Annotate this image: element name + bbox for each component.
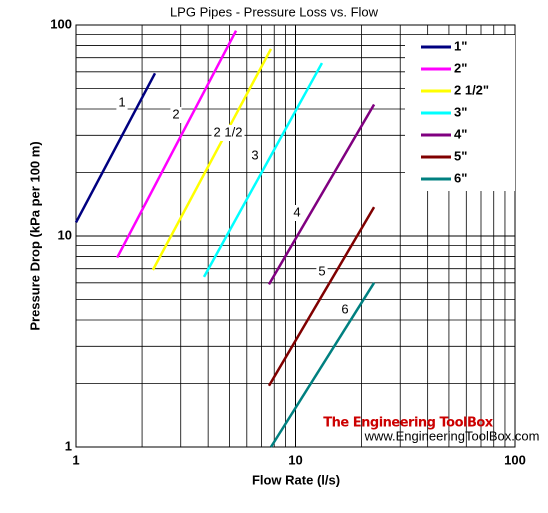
series-line — [74, 72, 157, 223]
y-tick-label: 100 — [50, 16, 72, 31]
legend-label: 5" — [454, 148, 467, 163]
y-tick-label: 1 — [65, 438, 72, 453]
x-tick-label: 1 — [72, 452, 79, 467]
line-label: 3 — [251, 147, 258, 162]
series-line — [267, 103, 376, 285]
line-label-bg — [249, 148, 261, 164]
legend-label: 1" — [454, 38, 467, 53]
line-label-bg — [170, 107, 182, 123]
x-tick-label: 100 — [504, 452, 526, 467]
line-label: 5 — [318, 263, 325, 278]
line-label: 2 1/2 — [214, 124, 243, 139]
y-axis-label: Pressure Drop (kPa per 100 m) — [27, 141, 42, 330]
legend-label: 4" — [454, 126, 467, 141]
legend-label: 2 1/2" — [454, 82, 489, 97]
legend-label: 2" — [454, 60, 467, 75]
line-label: 6 — [341, 301, 348, 316]
line-label: 1 — [118, 94, 125, 109]
x-tick-label: 10 — [288, 452, 302, 467]
legend-label: 3" — [454, 104, 467, 119]
series-line — [116, 30, 238, 259]
line-label-bg — [116, 95, 128, 111]
series-line — [202, 62, 324, 278]
y-tick-label: 10 — [58, 227, 72, 242]
x-axis-label: Flow Rate (l/s) — [252, 472, 340, 487]
series-line — [267, 206, 376, 387]
line-label: 4 — [293, 204, 300, 219]
line-label-bg — [339, 302, 351, 318]
series-line — [151, 48, 273, 271]
plot-border — [75, 24, 516, 448]
line-label: 2 — [172, 106, 179, 121]
line-label-bg — [316, 264, 328, 280]
chart-title: LPG Pipes - Pressure Loss vs. Flow — [170, 4, 379, 19]
watermark-title: The Engineering ToolBox — [323, 416, 494, 431]
watermark-url: www.EngineeringToolBox.com — [364, 428, 540, 443]
line-label-bg — [211, 125, 245, 141]
series-line — [269, 282, 376, 448]
line-label-bg — [291, 205, 303, 221]
legend-label: 6" — [454, 170, 467, 185]
